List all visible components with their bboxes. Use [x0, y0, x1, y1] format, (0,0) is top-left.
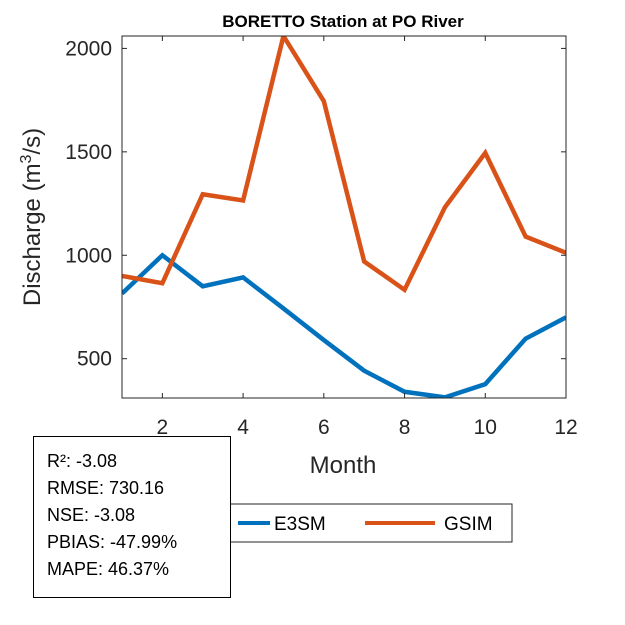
y-tick-label: 2000 [65, 37, 112, 60]
x-tick-label: 6 [318, 416, 330, 439]
x-tick-label: 8 [399, 416, 411, 439]
stat-rmse: RMSE: 730.16 [47, 478, 165, 498]
stat-r2: R²: -3.08 [47, 451, 118, 471]
y-axis-label-main: Discharge (m [19, 163, 46, 306]
legend-label-e3sm: E3SM [274, 514, 326, 535]
legend: E3SM GSIM [229, 503, 513, 543]
statistics-box: R²: -3.08 RMSE: 730.16 NSE: -3.08 PBIAS:… [33, 436, 231, 598]
x-axis-label: Month [310, 452, 377, 479]
y-tick-label: 500 [77, 348, 112, 371]
y-axis-label-superscript: 3 [18, 154, 35, 163]
series-layer [122, 36, 566, 398]
legend-label-gsim: GSIM [444, 514, 493, 535]
plot-frame [121, 35, 567, 399]
x-tick-label: 10 [474, 416, 497, 439]
y-tick-label: 1500 [65, 141, 112, 164]
x-tick-label: 12 [554, 416, 577, 439]
plot-background [122, 36, 566, 398]
series-line-e3sm [122, 252, 566, 398]
x-tick-label: 4 [237, 416, 249, 439]
plot-area [121, 35, 567, 399]
stat-mape: MAPE: 46.37% [47, 559, 170, 579]
series-line-gsim [122, 36, 566, 294]
stat-nse: NSE: -3.08 [47, 505, 136, 525]
x-tick-label: 2 [157, 416, 169, 439]
stat-pbias: PBIAS: -47.99% [47, 532, 178, 552]
y-axis-label-end: /s) [19, 128, 46, 155]
y-axis-label: Discharge (m3/s) [18, 128, 46, 306]
ticks-layer: 2 4 6 8 10 12 500 1000 1500 2000 [65, 36, 578, 439]
chart-title: BORETTO Station at PO River [222, 12, 464, 31]
y-tick-label: 1000 [65, 244, 112, 267]
